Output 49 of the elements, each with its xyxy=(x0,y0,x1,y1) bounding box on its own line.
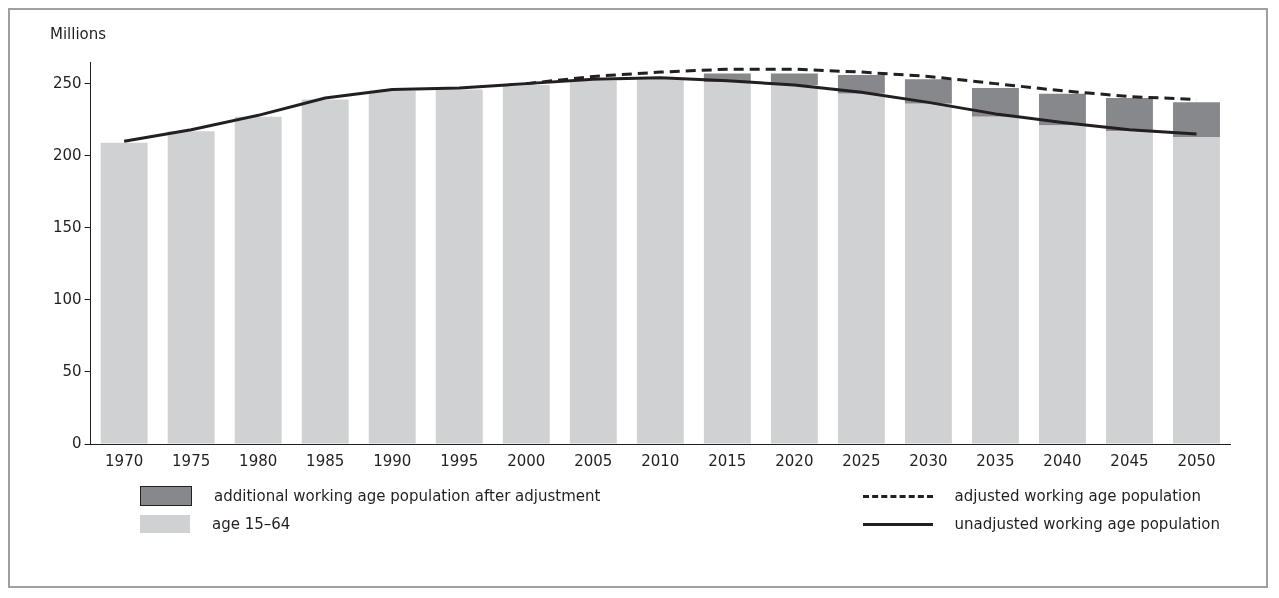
bar xyxy=(904,103,952,444)
bar xyxy=(502,85,550,444)
y-tick-label: 0 xyxy=(72,433,82,452)
bar xyxy=(1038,125,1086,444)
y-axis-title: Millions xyxy=(50,25,107,44)
bar xyxy=(1173,136,1220,444)
x-tick-label: 1975 xyxy=(172,451,211,470)
x-tick-label: 2000 xyxy=(507,451,546,470)
bar xyxy=(904,79,952,104)
x-tick-label: 2040 xyxy=(1043,451,1082,470)
x-tick-label: 2050 xyxy=(1177,451,1216,470)
bar xyxy=(837,93,885,444)
bar xyxy=(435,89,483,444)
bar xyxy=(569,80,617,444)
bar xyxy=(301,99,349,444)
y-tick-label: 100 xyxy=(52,289,82,308)
x-tick-label: 2005 xyxy=(574,451,613,470)
x-tick-label: 2030 xyxy=(909,451,948,470)
bar xyxy=(1106,98,1153,132)
y-tick-label: 200 xyxy=(52,145,82,164)
bar xyxy=(368,90,416,444)
x-tick-label: 1995 xyxy=(440,451,479,470)
x-tick-label: 2045 xyxy=(1110,451,1149,470)
legend-label: adjusted working age population xyxy=(954,487,1201,505)
y-tick-label: 50 xyxy=(62,361,82,380)
y-tick-label: 250 xyxy=(52,73,82,92)
bar xyxy=(636,79,684,444)
x-tick-label: 1970 xyxy=(105,451,144,470)
legend-label: unadjusted working age population xyxy=(954,515,1220,533)
x-tick-label: 2010 xyxy=(641,451,680,470)
x-tick-label: 1990 xyxy=(373,451,412,470)
bar xyxy=(167,131,215,444)
x-tick-label: 1985 xyxy=(306,451,345,470)
x-tick-label: 2025 xyxy=(842,451,881,470)
bar xyxy=(971,87,1019,117)
bar xyxy=(770,85,818,444)
legend-label: age 15–64 xyxy=(212,515,291,533)
bar xyxy=(703,82,751,444)
bar xyxy=(1106,131,1153,444)
bar xyxy=(1173,102,1220,137)
x-tick-label: 2015 xyxy=(708,451,747,470)
bar xyxy=(100,142,148,444)
legend-label: additional working age population after adjustment xyxy=(214,487,601,505)
y-tick-label: 150 xyxy=(52,217,82,236)
x-tick-label: 1980 xyxy=(239,451,278,470)
bar xyxy=(971,116,1019,444)
x-tick-label: 2020 xyxy=(775,451,814,470)
x-tick-label: 2035 xyxy=(976,451,1015,470)
bar xyxy=(234,116,282,444)
